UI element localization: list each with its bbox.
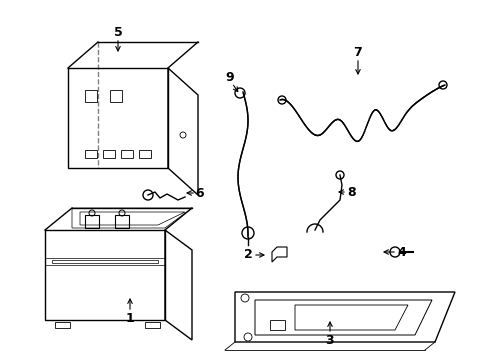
Text: 6: 6: [195, 186, 204, 199]
Text: 1: 1: [125, 311, 134, 324]
Text: 7: 7: [353, 45, 362, 59]
Text: 8: 8: [347, 185, 356, 198]
Text: 4: 4: [397, 246, 406, 258]
Text: 5: 5: [113, 26, 122, 39]
Text: 3: 3: [325, 333, 334, 346]
Text: 2: 2: [243, 248, 252, 261]
Text: 9: 9: [225, 71, 234, 84]
